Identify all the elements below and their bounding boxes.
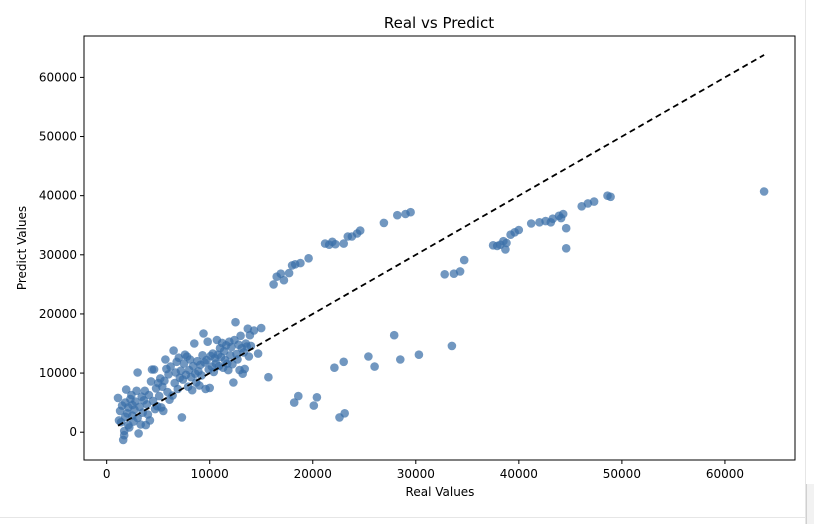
data-point	[199, 329, 208, 338]
data-point	[447, 341, 457, 351]
data-point	[231, 317, 240, 327]
data-point	[606, 192, 615, 202]
data-point	[146, 377, 156, 386]
reference-line	[117, 54, 765, 427]
data-point	[393, 210, 402, 220]
chart-title: Real vs Predict	[384, 14, 494, 32]
data-point	[264, 372, 273, 382]
y-axis-ticks: 0 10000 20000 30000 40000 50000 60000	[39, 70, 84, 439]
data-point	[526, 219, 536, 228]
data-point	[284, 268, 294, 278]
data-point	[440, 270, 450, 279]
data-point	[249, 326, 259, 335]
data-point	[154, 391, 164, 401]
data-point	[759, 187, 769, 196]
data-point	[364, 352, 373, 361]
data-point	[253, 349, 263, 358]
y-axis-label: Predict Values	[15, 206, 29, 290]
scatter-chart: Real vs Predict 0 10000 20000 30000 40000 500…	[15, 14, 796, 499]
data-point	[389, 330, 399, 340]
data-point	[177, 413, 187, 422]
data-point	[304, 253, 313, 263]
data-point	[179, 359, 189, 368]
data-point	[296, 258, 305, 268]
data-point	[161, 355, 170, 364]
data-point	[166, 362, 175, 371]
data-point	[501, 245, 510, 254]
y-tick-label: 60000	[39, 70, 77, 84]
data-point	[227, 342, 236, 352]
data-point	[289, 398, 299, 407]
x-tick-label: 30000	[397, 467, 435, 481]
data-point	[502, 238, 511, 248]
data-point	[159, 406, 168, 416]
data-point	[205, 383, 214, 393]
data-point	[340, 409, 350, 418]
x-tick-label: 0	[103, 467, 111, 481]
data-point	[160, 376, 169, 386]
data-point	[187, 385, 197, 395]
data-point	[121, 385, 131, 394]
data-point	[185, 355, 195, 364]
x-tick-label: 40000	[500, 467, 538, 481]
data-point	[149, 365, 159, 374]
data-point	[379, 218, 389, 228]
data-point	[514, 225, 524, 235]
data-point	[294, 391, 303, 401]
data-point	[406, 207, 415, 217]
data-point	[414, 350, 424, 360]
data-point	[561, 244, 571, 253]
data-point	[190, 339, 199, 348]
data-point	[236, 331, 245, 341]
data-point	[459, 255, 469, 265]
y-tick-label: 0	[69, 425, 77, 439]
data-point	[309, 401, 319, 410]
data-point	[455, 267, 465, 276]
x-tick-label: 50000	[603, 467, 641, 481]
x-tick-label: 60000	[706, 467, 744, 481]
data-point	[203, 337, 212, 347]
data-point	[561, 223, 571, 233]
window-edge-bottom	[0, 517, 805, 518]
data-point	[169, 346, 178, 355]
data-point	[269, 280, 278, 289]
y-tick-label: 40000	[39, 189, 77, 203]
x-tick-label: 10000	[191, 467, 229, 481]
data-point	[197, 371, 206, 380]
data-point	[355, 226, 365, 235]
window-edge-right	[805, 0, 806, 524]
plot-area-frame	[83, 35, 796, 461]
data-point	[339, 239, 349, 248]
data-point	[113, 393, 123, 403]
data-point	[229, 378, 238, 387]
data-point	[256, 323, 266, 333]
x-tick-label: 20000	[294, 467, 332, 481]
data-point	[339, 357, 349, 367]
data-point	[134, 429, 143, 438]
y-tick-label: 10000	[39, 366, 77, 380]
data-point	[589, 197, 599, 206]
scatter-points	[113, 187, 769, 445]
data-point	[312, 393, 322, 402]
data-point	[240, 364, 249, 374]
data-point	[279, 275, 289, 285]
y-tick-label: 30000	[39, 248, 77, 262]
data-point	[244, 352, 254, 361]
data-point	[558, 209, 568, 219]
x-axis-ticks: 0 10000 20000 30000 40000 50000 60000	[103, 460, 744, 481]
scrollbar-corner	[806, 484, 814, 524]
data-point	[331, 239, 340, 249]
data-point	[276, 269, 286, 279]
x-axis-label: Real Values	[406, 485, 475, 499]
data-point	[164, 370, 173, 379]
data-point	[330, 363, 339, 373]
y-tick-label: 50000	[39, 130, 77, 144]
data-point	[396, 355, 405, 364]
y-tick-label: 20000	[39, 307, 77, 321]
data-point	[145, 416, 155, 425]
data-point	[132, 386, 141, 396]
data-point	[370, 362, 379, 371]
data-point	[133, 368, 142, 377]
